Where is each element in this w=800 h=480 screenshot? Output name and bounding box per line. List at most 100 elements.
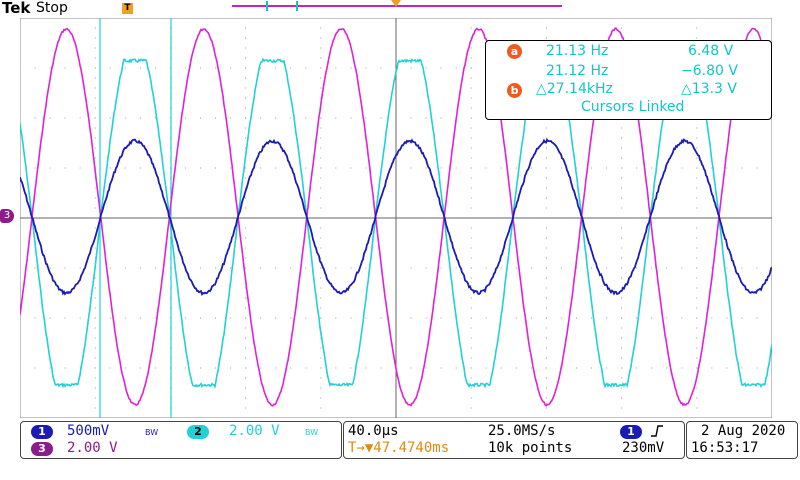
grid-dot — [64, 267, 66, 269]
grid-dot — [470, 167, 472, 169]
grid-dot — [470, 417, 472, 418]
grid-dot — [545, 307, 547, 309]
grid-dot — [154, 317, 156, 319]
grid-dot — [320, 357, 322, 359]
grid-dot — [545, 37, 547, 39]
grid-dot — [711, 367, 713, 369]
grid-dot — [245, 287, 247, 289]
grid-dot — [139, 367, 141, 369]
grid-dot — [245, 267, 247, 269]
channel-settings-panel[interactable]: 1 500mV BW 2 2.00 V BW 3 2.00 V — [20, 421, 342, 459]
grid-dot — [139, 67, 141, 69]
grid-dot — [94, 197, 96, 199]
grid-dot — [94, 277, 96, 279]
grid-dot — [530, 167, 532, 169]
grid-dot — [545, 237, 547, 239]
grid-dot — [184, 167, 186, 169]
grid-dot — [64, 317, 66, 319]
grid-dot — [335, 67, 337, 69]
grid-dot — [245, 357, 247, 359]
grid-dot — [215, 267, 217, 269]
grid-dot — [440, 117, 442, 119]
trigger-position[interactable]: T→▼47.4740ms — [348, 440, 450, 456]
grid-dot — [440, 167, 442, 169]
grid-dot — [305, 117, 307, 119]
ch2-scale[interactable]: 2.00 V — [229, 423, 280, 439]
grid-dot — [94, 177, 96, 179]
grid-dot — [245, 247, 247, 249]
ch1-badge[interactable]: 1 — [31, 425, 53, 439]
grid-dot — [621, 247, 623, 249]
grid-dot — [94, 347, 96, 349]
grid-dot — [320, 397, 322, 399]
grid-dot — [49, 67, 51, 69]
grid-dot — [245, 237, 247, 239]
grid-dot — [320, 117, 322, 119]
grid-dot — [79, 317, 81, 319]
grid-dot — [696, 157, 698, 159]
grid-dot — [245, 367, 247, 369]
grid-dot — [230, 267, 232, 269]
grid-dot — [470, 327, 472, 329]
grid-dot — [20, 267, 21, 269]
grid-dot — [726, 267, 728, 269]
grid-dot — [771, 167, 772, 169]
grid-dot — [350, 317, 352, 319]
grid-dot — [681, 367, 683, 369]
grid-dot — [245, 387, 247, 389]
grid-dot — [335, 267, 337, 269]
timebase-panel[interactable]: 40.0µs 25.0MS/s T→▼47.4740ms 10k points … — [343, 421, 685, 459]
grid-dot — [94, 307, 96, 309]
grid-dot — [154, 267, 156, 269]
grid-dot — [606, 267, 608, 269]
cursors-linked-label: Cursors Linked — [581, 99, 685, 115]
grid-dot — [470, 147, 472, 149]
grid-dot — [320, 377, 322, 379]
grid-dot — [470, 267, 472, 269]
grid-dot — [94, 27, 96, 29]
grid-dot — [545, 347, 547, 349]
grid-dot — [290, 67, 292, 69]
grid-dot — [245, 347, 247, 349]
grid-dot — [230, 317, 232, 319]
grid-dot — [154, 367, 156, 369]
grid-dot — [410, 367, 412, 369]
trigger-source-badge[interactable]: 1 — [620, 425, 642, 439]
ch3-badge[interactable]: 3 — [31, 442, 53, 456]
grid-dot — [636, 167, 638, 169]
ch3-scale[interactable]: 2.00 V — [67, 440, 118, 456]
trigger-level[interactable]: 230mV — [622, 440, 665, 456]
record-trigger-icon — [391, 0, 401, 7]
grid-dot — [245, 177, 247, 179]
grid-dot — [94, 97, 96, 99]
time-display: 16:53:17 — [691, 440, 759, 456]
grid-dot — [245, 107, 247, 109]
grid-dot — [320, 417, 322, 418]
grid-dot — [470, 57, 472, 59]
grid-dot — [230, 167, 232, 169]
ch1-waveform — [20, 138, 772, 296]
grid-dot — [79, 117, 81, 119]
grid-dot — [79, 267, 81, 269]
ch3-reference-marker[interactable]: 3 — [0, 209, 14, 223]
ch2-badge[interactable]: 2 — [187, 425, 209, 439]
grid-dot — [621, 347, 623, 349]
record-length[interactable]: 10k points — [488, 440, 573, 456]
grid-dot — [245, 207, 247, 209]
grid-dot — [320, 197, 322, 199]
grid-dot — [470, 397, 472, 399]
grid-dot — [49, 267, 51, 269]
horizontal-scale[interactable]: 40.0µs — [348, 423, 399, 439]
grid-dot — [621, 207, 623, 209]
grid-dot — [545, 18, 547, 19]
grid-dot — [49, 317, 51, 319]
grid-dot — [651, 167, 653, 169]
grid-dot — [636, 267, 638, 269]
grid-dot — [591, 317, 593, 319]
grid-dot — [470, 357, 472, 359]
ch1-scale[interactable]: 500mV — [67, 423, 110, 439]
grid-dot — [320, 387, 322, 389]
grid-dot — [245, 327, 247, 329]
grid-dot — [365, 267, 367, 269]
grid-dot — [666, 267, 668, 269]
